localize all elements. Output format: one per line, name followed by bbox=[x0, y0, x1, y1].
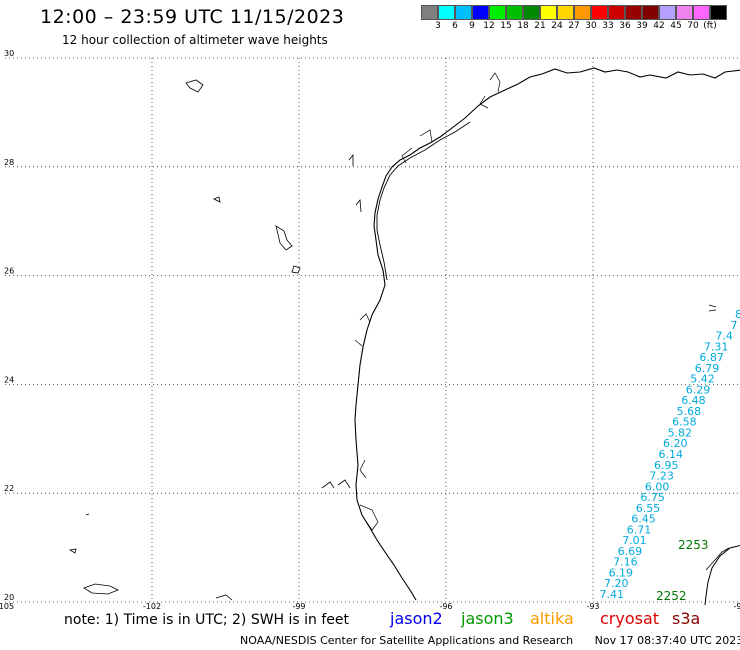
legend-jason3: jason3 bbox=[461, 609, 514, 628]
jason3-pass-number: 2252 bbox=[656, 589, 687, 603]
color-scale-label: 33 bbox=[602, 21, 614, 31]
swh-value-label: 7 bbox=[730, 319, 737, 332]
gulf-coastline bbox=[354, 67, 740, 601]
note-text: note: 1) Time is in UTC; 2) SWH is in fe… bbox=[64, 612, 350, 628]
color-swatch bbox=[608, 5, 625, 20]
color-swatch bbox=[676, 5, 693, 20]
map-grid bbox=[5, 57, 740, 603]
color-scale-label: 18 bbox=[517, 21, 529, 31]
color-swatch bbox=[591, 5, 608, 20]
latitude-tick-label: 22 bbox=[4, 484, 14, 493]
footer-timestamp: Nov 17 08:37:40 UTC 2023 bbox=[594, 634, 740, 647]
longitude-tick-label: -90 bbox=[733, 602, 740, 610]
swh-value-label: 5.42 bbox=[690, 373, 715, 386]
color-scale-label: (ft) bbox=[703, 21, 717, 31]
legend-jason2: jason2 bbox=[390, 609, 443, 628]
color-scale-label: 30 bbox=[585, 21, 597, 31]
color-scale-label: 42 bbox=[653, 21, 665, 31]
swh-value-label: 6.14 bbox=[659, 448, 684, 461]
swh-value-label: 7.20 bbox=[604, 577, 629, 590]
color-swatch bbox=[625, 5, 642, 20]
yucatan-coastline bbox=[704, 544, 740, 606]
color-swatch bbox=[472, 5, 489, 20]
swh-value-label: 6.95 bbox=[654, 459, 679, 472]
wave-height-map: -105-102-99-96-93-90302826242220 877.47.… bbox=[0, 49, 740, 610]
map-subtitle: 12 hour collection of altimeter wave hei… bbox=[62, 33, 328, 47]
color-scale-label: 39 bbox=[636, 21, 648, 31]
swh-value-label: 6.19 bbox=[609, 566, 634, 579]
swh-value-label: 6.20 bbox=[663, 437, 688, 450]
swh-value-label: 5.68 bbox=[677, 405, 702, 418]
color-scale-label: 15 bbox=[500, 21, 512, 31]
swh-value-label: 6.48 bbox=[681, 394, 706, 407]
legend-s3a: s3a bbox=[672, 609, 701, 628]
color-scale-label: 3 bbox=[435, 21, 441, 31]
swh-value-label: 7.23 bbox=[649, 470, 674, 483]
color-swatch bbox=[506, 5, 523, 20]
swh-value-label: 6.71 bbox=[627, 523, 652, 536]
latitude-tick-label: 26 bbox=[4, 267, 14, 276]
color-swatch bbox=[421, 5, 438, 20]
longitude-tick-label: -96 bbox=[439, 602, 452, 610]
swh-value-label: 6.75 bbox=[640, 491, 665, 504]
color-scale-label: 36 bbox=[619, 21, 631, 31]
color-scale-label: 9 bbox=[469, 21, 475, 31]
swh-value-label: 6.79 bbox=[695, 362, 720, 375]
color-scale-label: 24 bbox=[551, 21, 563, 31]
swh-value-label: 6.58 bbox=[672, 416, 697, 429]
map-title: 12:00 – 23:59 UTC 11/15/2023 bbox=[40, 6, 345, 28]
latitude-tick-label: 30 bbox=[4, 49, 14, 58]
barrier-island bbox=[376, 121, 471, 281]
longitude-tick-label: -93 bbox=[586, 602, 599, 610]
color-swatch bbox=[523, 5, 540, 20]
swh-value-label: 6.29 bbox=[686, 383, 711, 396]
legend-altika: altika bbox=[530, 609, 574, 628]
swh-value-label: 7.16 bbox=[613, 556, 638, 569]
color-swatch bbox=[438, 5, 455, 20]
swh-value-label: 7.31 bbox=[704, 340, 729, 353]
swh-track-labels: 877.47.316.876.795.426.296.485.686.585.8… bbox=[600, 308, 740, 601]
swh-value-label: 5.82 bbox=[668, 426, 693, 439]
color-swatch bbox=[710, 5, 727, 20]
footer-credit: NOAA/NESDIS Center for Satellite Applica… bbox=[240, 634, 574, 647]
color-scale-bar bbox=[421, 5, 727, 20]
color-scale-label: 6 bbox=[452, 21, 458, 31]
footer: NOAA/NESDIS Center for Satellite Applica… bbox=[240, 634, 740, 647]
bay-detail bbox=[354, 72, 501, 531]
swh-value-label: 6.87 bbox=[699, 351, 724, 364]
inland-lake bbox=[68, 79, 730, 601]
color-scale-labels: 3 6 9 12 15 18 21 24 27 30 33 36 39 42 45 70 (ft) bbox=[421, 21, 740, 33]
color-swatch bbox=[659, 5, 676, 20]
latitude-tick-label: 20 bbox=[4, 593, 14, 602]
longitude-tick-label: -105 bbox=[0, 602, 14, 610]
legend-cryosat: cryosat bbox=[600, 609, 660, 628]
color-swatch bbox=[642, 5, 659, 20]
swh-value-label: 7.01 bbox=[622, 534, 647, 547]
swh-value-label: 6.00 bbox=[645, 480, 670, 493]
color-swatch bbox=[693, 5, 710, 20]
axis-tick-labels: -105 -102 -99 -96 -93 -90 30 28 26 24 22 20 bbox=[0, 49, 740, 610]
latitude-tick-label: 28 bbox=[4, 158, 14, 167]
swh-value-label: 7.4 bbox=[715, 330, 733, 343]
longitude-tick-label: -99 bbox=[292, 602, 305, 610]
color-swatch bbox=[540, 5, 557, 20]
color-scale-label: 45 bbox=[670, 21, 682, 31]
swh-value-label: 6.69 bbox=[618, 545, 643, 558]
color-swatch bbox=[455, 5, 472, 20]
latitude-tick-label: 24 bbox=[4, 375, 14, 384]
swh-value-label: 6.55 bbox=[636, 502, 661, 515]
color-scale-label: 12 bbox=[483, 21, 495, 31]
swh-value-label: 7.41 bbox=[600, 588, 625, 601]
color-swatch bbox=[574, 5, 591, 20]
jason3-pass-number: 2253 bbox=[678, 538, 709, 552]
jason3-pass-labels: 2253 2252 bbox=[656, 538, 709, 603]
longitude-tick-label: -102 bbox=[143, 602, 161, 610]
swh-value-label: 6.45 bbox=[631, 513, 656, 526]
color-scale-label: 21 bbox=[534, 21, 546, 31]
swh-value-label: 8 bbox=[735, 308, 740, 321]
color-swatch bbox=[489, 5, 506, 20]
color-scale-label: 27 bbox=[568, 21, 580, 31]
color-scale-label: 70 bbox=[687, 21, 699, 31]
color-swatch bbox=[557, 5, 574, 20]
